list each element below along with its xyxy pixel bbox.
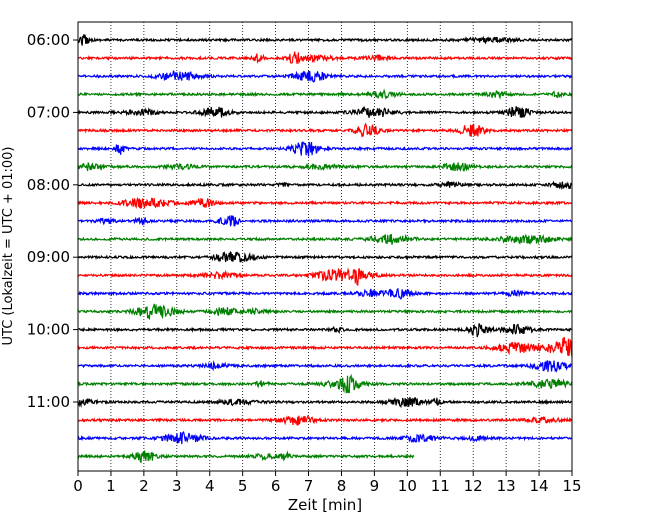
trace-0830 <box>77 215 573 228</box>
x-tick-label: 5 <box>238 477 248 495</box>
plot-frame <box>77 21 573 472</box>
trace-1045 <box>77 373 573 394</box>
y-tick-label: 10:00 <box>27 321 70 339</box>
x-tick-label: 11 <box>431 477 450 495</box>
y-tick-label: 07:00 <box>27 103 70 121</box>
x-tick-label: 10 <box>398 477 417 495</box>
trace-1030 <box>77 360 573 373</box>
trace-1015 <box>77 336 573 358</box>
trace-1000 <box>77 323 573 338</box>
x-tick-label: 7 <box>304 477 314 495</box>
trace-0930 <box>77 287 573 300</box>
x-tick-label: 13 <box>497 477 516 495</box>
y-axis-label: UTC (Lokalzeit = UTC + 01:00) <box>1 147 16 346</box>
trace-0700 <box>77 105 573 118</box>
trace-0845 <box>77 233 573 245</box>
x-tick-label: 8 <box>337 477 347 495</box>
trace-1130 <box>77 430 573 445</box>
trace-0715 <box>77 122 573 138</box>
y-tick-label: 09:00 <box>27 248 70 266</box>
trace-1100 <box>77 396 573 409</box>
trace-0745 <box>77 162 573 173</box>
trace-1145 <box>77 450 415 464</box>
trace-0945 <box>77 303 573 321</box>
trace-1115 <box>77 414 573 426</box>
x-tick-label: 4 <box>205 477 215 495</box>
trace-0600 <box>77 34 573 46</box>
y-tick-label: 08:00 <box>27 176 70 194</box>
x-tick-label: 12 <box>464 477 483 495</box>
y-tick-label: 11:00 <box>27 393 70 411</box>
x-tick-label: 1 <box>106 477 116 495</box>
trace-0800 <box>77 180 573 191</box>
trace-0815 <box>77 196 573 210</box>
trace-0915 <box>77 267 573 287</box>
x-tick-label: 15 <box>562 477 581 495</box>
x-tick-label: 3 <box>172 477 182 495</box>
x-tick-label: 2 <box>139 477 149 495</box>
x-tick-label: 6 <box>271 477 281 495</box>
y-axis: 06:00 07:00 08:00 09:00 10:00 11:00 <box>27 31 78 411</box>
trace-0630 <box>77 69 573 83</box>
x-tick-label: 9 <box>370 477 380 495</box>
x-tick-label: 0 <box>73 477 83 495</box>
traces <box>77 34 573 464</box>
x-tick-label: 14 <box>530 477 549 495</box>
y-tick-label: 06:00 <box>27 31 70 49</box>
x-axis-label: Zeit [min] <box>288 496 362 514</box>
plot-area <box>78 22 572 471</box>
trace-0615 <box>77 51 573 65</box>
x-axis: 0 1 2 3 4 5 6 7 8 9 10 11 12 13 14 15 <box>73 471 582 495</box>
trace-0730 <box>77 140 573 157</box>
trace-0645 <box>77 88 573 100</box>
trace-0900 <box>77 250 573 263</box>
